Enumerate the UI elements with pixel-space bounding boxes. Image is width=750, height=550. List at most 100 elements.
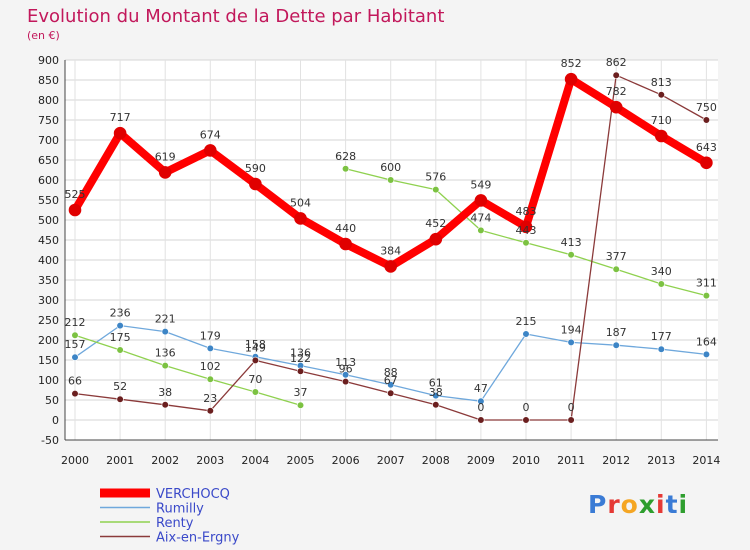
data-point-verchocq — [474, 194, 488, 207]
data-point-renty — [702, 292, 711, 300]
series-segment-rumilly — [615, 344, 662, 350]
data-label-rumilly: 194 — [561, 323, 582, 336]
series-segment-aix-en-ergny — [390, 392, 437, 406]
data-label-renty: 136 — [155, 347, 176, 360]
x-tick-label: 2000 — [61, 454, 89, 467]
series-segment-aix-en-ergny — [344, 380, 392, 394]
data-label-aix-en-ergny: 750 — [696, 101, 717, 114]
data-label-verchocq: 852 — [561, 57, 582, 70]
x-tick-label: 2001 — [106, 454, 134, 467]
y-tick-label: 300 — [38, 294, 59, 307]
data-label-verchocq: 549 — [470, 178, 491, 191]
data-label-verchocq: 452 — [425, 217, 446, 230]
axes: -50 0 50 100 150 200 250 300 350 400 450 500 550 600 6… — [38, 54, 720, 467]
data-point-aix-en-ergny — [612, 71, 620, 79]
data-label-renty: 600 — [380, 161, 401, 174]
data-point-aix-en-ergny — [71, 390, 79, 398]
data-point-renty — [432, 186, 440, 194]
data-label-aix-en-ergny: 122 — [290, 352, 311, 365]
series-segment-rumilly — [119, 324, 166, 333]
series-segment-renty — [164, 364, 211, 380]
data-label-rumilly: 158 — [245, 338, 266, 351]
data-point-verchocq — [700, 156, 713, 170]
series-segment-aix-en-ergny — [74, 392, 121, 400]
series-segment-renty — [525, 242, 572, 256]
series-segment-verchocq — [296, 214, 350, 248]
y-tick-label: 500 — [38, 214, 59, 227]
data-point-rumilly — [702, 350, 711, 359]
data-label-aix-en-ergny: 38 — [158, 386, 172, 399]
data-point-verchocq — [564, 72, 578, 86]
data-point-aix-en-ergny — [251, 356, 259, 365]
y-tick-label: 900 — [38, 54, 59, 67]
chart-subtitle: (en €) — [27, 29, 60, 42]
series-segment-rumilly — [570, 341, 617, 346]
data-point-rumilly — [432, 392, 440, 400]
proxiti-logo: Proxiti — [588, 490, 688, 519]
data-label-rumilly: 164 — [696, 335, 717, 348]
data-label-verchocq: 710 — [651, 114, 672, 127]
y-tick-label: 50 — [45, 394, 59, 407]
data-label-aix-en-ergny: 23 — [203, 392, 217, 405]
data-point-aix-en-ergny — [387, 389, 395, 397]
data-label-aix-en-ergny: 149 — [245, 341, 266, 354]
series-segment-rumilly — [390, 384, 437, 397]
y-tick-label: 850 — [38, 74, 59, 87]
data-label-verchocq: 643 — [696, 141, 717, 154]
series-segment-aix-en-ergny — [615, 74, 662, 96]
y-tick-label: 250 — [38, 314, 59, 327]
data-point-rumilly — [657, 345, 665, 353]
series-segment-aix-en-ergny — [254, 359, 302, 372]
data-label-renty: 628 — [335, 150, 356, 163]
data-label-aix-en-ergny: 0 — [523, 401, 530, 414]
series-verchocq — [68, 72, 713, 273]
data-label-verchocq: 782 — [606, 85, 627, 98]
series-rumilly — [71, 322, 711, 405]
y-tick-label: -50 — [41, 434, 59, 447]
y-tick-label: 450 — [38, 234, 59, 247]
data-point-rumilly — [567, 338, 575, 347]
series-segment-renty — [344, 168, 392, 181]
data-point-renty — [71, 331, 79, 339]
y-tick-label: 700 — [38, 134, 59, 147]
x-tick-label: 2014 — [692, 454, 720, 467]
series-segment-verchocq — [476, 196, 530, 231]
data-label-aix-en-ergny: 38 — [429, 386, 443, 399]
data-point-verchocq — [204, 144, 217, 157]
data-point-renty — [522, 239, 530, 247]
x-tick-label: 2002 — [151, 454, 179, 467]
y-tick-label: 0 — [52, 414, 59, 427]
data-labels: 157 236 221 179 158 136 113 88 61 47 215 194 187 177 1… — [65, 56, 717, 414]
data-label-renty: 212 — [65, 316, 86, 329]
x-tick-label: 2013 — [647, 454, 675, 467]
series-segment-renty — [254, 391, 302, 406]
data-point-rumilly — [477, 397, 485, 405]
data-label-rumilly: 177 — [651, 330, 672, 343]
y-tick-label: 200 — [38, 334, 59, 347]
data-label-verchocq: 440 — [335, 222, 356, 235]
data-label-renty: 311 — [696, 277, 717, 290]
series-segment-rumilly — [660, 348, 708, 356]
data-label-verchocq: 619 — [155, 150, 176, 163]
x-tick-label: 2009 — [467, 454, 495, 467]
grid — [65, 59, 718, 441]
series-segment-verchocq — [431, 196, 485, 244]
data-point-rumilly — [387, 381, 395, 389]
series-segment-renty — [570, 254, 617, 270]
data-label-verchocq: 717 — [110, 111, 131, 124]
data-label-renty: 102 — [200, 360, 221, 373]
series-segment-renty — [615, 268, 662, 285]
y-tick-label: 600 — [38, 174, 59, 187]
y-tick-label: 800 — [38, 94, 59, 107]
data-point-rumilly — [206, 344, 214, 353]
data-point-verchocq — [339, 237, 352, 251]
data-point-renty — [116, 346, 124, 354]
logo-letter: P — [588, 490, 608, 519]
data-point-renty — [251, 388, 259, 396]
x-tick-label: 2005 — [287, 454, 315, 467]
data-label-rumilly: 215 — [516, 315, 537, 328]
logo-letter: i — [678, 490, 689, 519]
series-segment-renty — [119, 349, 166, 367]
